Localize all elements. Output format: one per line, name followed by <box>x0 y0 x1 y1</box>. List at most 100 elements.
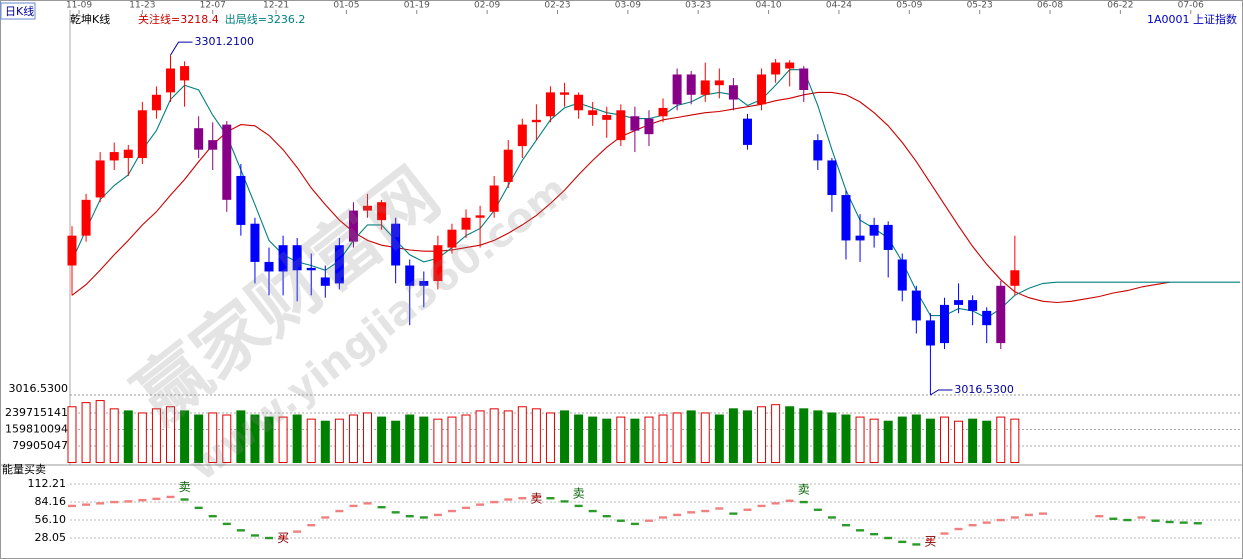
candle-body <box>447 229 457 248</box>
candle-body <box>194 128 204 150</box>
candle-body <box>700 80 710 95</box>
candle-body <box>517 124 527 147</box>
energy-dash <box>82 503 91 506</box>
volume-bar <box>911 414 921 464</box>
candle-body <box>658 107 668 117</box>
candle-body <box>841 195 851 241</box>
volume-bar <box>644 416 654 464</box>
energy-dash <box>532 495 541 499</box>
volume-bar <box>531 408 541 463</box>
volume-bar <box>461 414 471 464</box>
x-tick-label: 04-10 <box>756 1 782 11</box>
energy-dash <box>1165 520 1174 524</box>
volume-bar <box>194 414 204 464</box>
energy-dash <box>1024 513 1033 517</box>
signal-label: 卖 <box>530 491 542 505</box>
energy-dash <box>940 532 949 535</box>
indicator-title: 能量买卖 <box>2 462 46 476</box>
energy-dash <box>504 498 513 501</box>
chart-title: 乾坤K线 <box>70 12 110 26</box>
energy-dash <box>644 519 653 522</box>
candle-body <box>334 245 344 284</box>
volume-bar <box>799 408 809 463</box>
candle-body <box>81 199 91 236</box>
energy-dash <box>968 523 977 527</box>
energy-dash <box>715 507 724 510</box>
candle-body <box>996 285 1006 344</box>
volume-bar <box>869 418 879 463</box>
candle-body <box>461 217 471 230</box>
candle-body <box>630 116 640 131</box>
volume-bar <box>137 412 147 463</box>
symbol: 1A0001 上证指数 <box>1147 12 1237 26</box>
volume-bar <box>560 410 570 464</box>
volume-bar <box>658 414 668 464</box>
volume-bar <box>419 416 429 464</box>
candle-body <box>377 202 387 221</box>
volume-bar <box>222 414 232 464</box>
volume-bar <box>109 408 119 463</box>
volume-bar <box>503 410 513 464</box>
x-tick-label: 04-24 <box>826 1 852 11</box>
energy-dash <box>222 522 231 526</box>
energy-dash <box>152 497 161 501</box>
energy-dash <box>462 506 471 510</box>
volume-bar <box>855 416 865 464</box>
energy-dash <box>166 495 175 499</box>
energy-dash <box>898 540 907 544</box>
volume-bar <box>954 420 964 464</box>
energy-dash <box>659 516 668 519</box>
energy-dash <box>1137 516 1146 519</box>
energy-dash <box>841 523 850 527</box>
x-tick-label: 11-23 <box>129 1 155 11</box>
energy-dash <box>687 511 696 514</box>
x-tick-label: 02-09 <box>474 1 500 11</box>
y-tick-label: 84.16 <box>35 495 67 508</box>
energy-dash <box>335 509 344 513</box>
volume-bar <box>363 412 373 463</box>
volume-bar <box>588 416 598 464</box>
annotation-leader <box>170 41 193 56</box>
energy-dash <box>405 514 414 518</box>
candle-body <box>109 152 119 161</box>
volume-bar <box>348 414 358 464</box>
energy-dash <box>68 504 76 508</box>
energy-dash <box>1095 514 1104 518</box>
volume-bar <box>334 418 344 463</box>
volume-bar <box>475 410 485 464</box>
volume-bar <box>391 420 401 464</box>
volume-bar <box>433 418 443 463</box>
volume-bar <box>67 406 77 463</box>
energy-dash <box>476 503 485 506</box>
candle-body <box>180 66 190 81</box>
energy-dash <box>757 504 766 508</box>
candle-body <box>869 224 879 236</box>
candle-body <box>728 85 738 100</box>
volume-bar <box>742 410 752 464</box>
candle-body <box>771 62 781 75</box>
energy-dash <box>560 500 569 503</box>
energy-dash <box>912 543 921 546</box>
energy-dash <box>419 516 428 519</box>
energy-dash <box>377 506 386 509</box>
candle-body <box>545 92 555 117</box>
energy-dash <box>447 509 456 513</box>
volume-bar <box>785 406 795 463</box>
x-tick-label: 05-09 <box>896 1 922 11</box>
energy-dash <box>518 497 527 500</box>
volume-bar <box>602 418 612 463</box>
energy-dash <box>1010 516 1019 519</box>
candle-body <box>278 245 288 272</box>
volume-bar <box>686 410 696 464</box>
x-tick-label: 03-23 <box>685 1 711 11</box>
energy-dash <box>349 504 358 508</box>
energy-dash <box>194 506 203 510</box>
candle-body <box>968 300 978 311</box>
candle-body <box>292 245 302 271</box>
legend-entry: 关注线=3218.4 <box>138 12 219 26</box>
candle-body <box>574 94 584 111</box>
volume-bar <box>95 400 105 463</box>
candle-body <box>714 80 724 86</box>
volume-bar <box>405 414 415 464</box>
energy-dash <box>1151 519 1160 522</box>
